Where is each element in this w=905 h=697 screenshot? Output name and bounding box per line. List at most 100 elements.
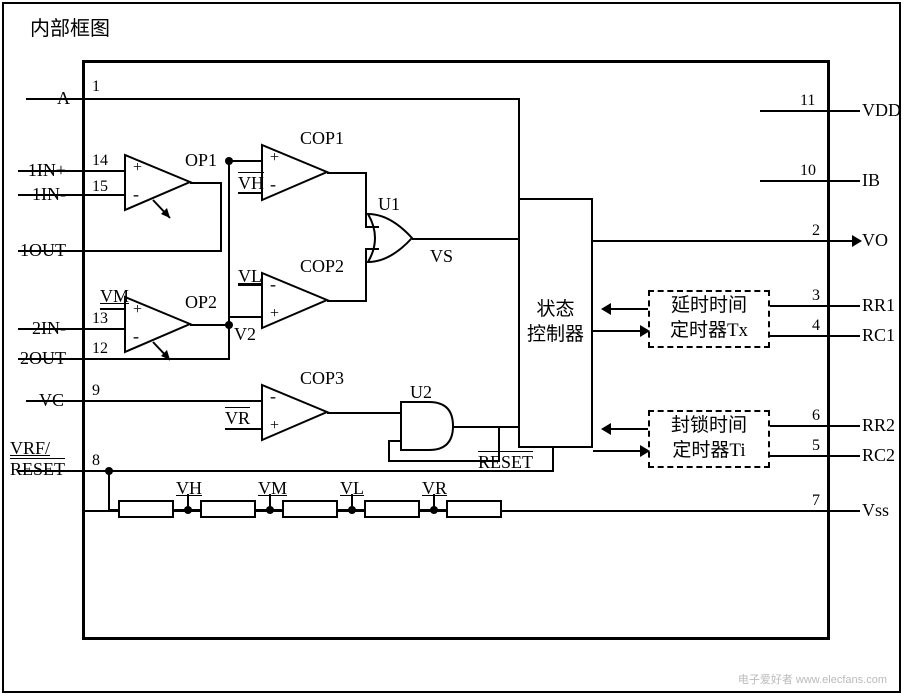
- w-2out-h: [82, 358, 230, 360]
- svg-text:+: +: [133, 159, 142, 176]
- w-div-in: [108, 470, 110, 510]
- label-COP3: COP3: [300, 368, 344, 389]
- node-div-top: [105, 467, 113, 475]
- label-VS: VS: [430, 246, 453, 267]
- w-cop3-vr: [225, 428, 262, 430]
- w-tx-1: [603, 308, 648, 310]
- w-cop1-down: [365, 172, 367, 226]
- sig-VM-in: VM: [100, 286, 129, 307]
- pin-num-5: 5: [812, 437, 820, 455]
- label-COP1: COP1: [300, 128, 344, 149]
- w-reset-h: [82, 470, 554, 472]
- w-cop2-in: [228, 316, 262, 318]
- pin-stub-VRF: [18, 470, 82, 472]
- svg-text:+: +: [133, 301, 142, 318]
- pin-num-9: 9: [92, 382, 100, 400]
- pin-stub-VDD: [760, 110, 860, 112]
- res-4: [364, 500, 420, 518]
- w-cop3-out: [327, 412, 401, 414]
- pin-label-RC2: RC2: [862, 445, 895, 466]
- svg-text:-: -: [270, 386, 276, 406]
- pin-label-RC1: RC1: [862, 325, 895, 346]
- w-v2-v: [228, 160, 230, 360]
- w-u1-out: [412, 238, 518, 240]
- w-cop2-out: [327, 300, 367, 302]
- label-COP2: COP2: [300, 256, 344, 277]
- pin-stub-1INm: [18, 194, 82, 196]
- pin-num-6: 6: [812, 407, 820, 425]
- pin-num-3: 3: [812, 287, 820, 305]
- svg-text:-: -: [133, 184, 139, 204]
- tap-label-VL: VL: [340, 478, 364, 499]
- diagram-canvas: 内部框图 A 1 1IN+ 14 1IN- 15 1OUT 2IN- 13 2O…: [0, 0, 905, 697]
- label-U2: U2: [410, 382, 432, 403]
- sig-VR-in: VR: [225, 408, 250, 429]
- wire-RR1: [770, 305, 860, 307]
- w-op2-vm: [100, 308, 125, 310]
- tap-label-VR: VR: [422, 478, 447, 499]
- w-ti-1: [603, 428, 648, 430]
- res-3: [282, 500, 338, 518]
- w-op2-out: [190, 324, 230, 326]
- svg-text:+: +: [270, 417, 279, 434]
- res-1: [118, 500, 174, 518]
- w-u1-in1: [365, 226, 379, 228]
- pin-label-IB: IB: [862, 170, 880, 191]
- pin-num-13: 13: [92, 310, 108, 328]
- amp-COP1: + -: [252, 140, 347, 210]
- amp-COP3: - +: [252, 380, 347, 450]
- block-Ti-text: 封锁时间 定时器Ti: [671, 414, 747, 463]
- pin-stub-2OUT: [18, 358, 82, 360]
- pin-label-VDD: VDD: [862, 100, 901, 121]
- w-cop2-up: [365, 248, 367, 302]
- w-u1-in2: [365, 248, 379, 250]
- wire-RC1: [770, 335, 860, 337]
- pin-label-RR1: RR1: [862, 295, 895, 316]
- pin-stub-2INm: [18, 328, 82, 330]
- pin-label-RR2: RR2: [862, 415, 895, 436]
- w-vc-h: [82, 400, 262, 402]
- wire-RR2: [770, 425, 860, 427]
- svg-text:-: -: [270, 274, 276, 294]
- res-5: [446, 500, 502, 518]
- node-V2: [225, 321, 233, 329]
- pin-num-14: 14: [92, 152, 108, 170]
- svg-text:+: +: [270, 149, 279, 166]
- svg-text:+: +: [270, 305, 279, 322]
- pin-num-2: 2: [812, 222, 820, 240]
- pin-num-4: 4: [812, 317, 820, 335]
- w-cop1-out: [327, 172, 367, 174]
- diagram-title: 内部框图: [30, 12, 110, 41]
- w-op1-inm: [82, 194, 125, 196]
- label-OP1: OP1: [185, 150, 217, 171]
- pin-stub-1INp: [18, 170, 82, 172]
- w-op1-inp: [82, 170, 125, 172]
- pin-num-8: 8: [92, 452, 100, 470]
- pin-stub-1OUT: [18, 250, 82, 252]
- tap-label-VH: VH: [176, 478, 202, 499]
- wire-VO: [593, 240, 860, 242]
- block-Ti: 封锁时间 定时器Ti: [648, 410, 770, 468]
- pin-num-1: 1: [92, 78, 100, 96]
- pin-num-11: 11: [800, 92, 815, 110]
- w-1out-v: [220, 182, 222, 252]
- w-1out-h: [82, 250, 222, 252]
- block-Tx: 延时时间 定时器Tx: [648, 290, 770, 348]
- pin-label-Vss: Vss: [862, 500, 889, 521]
- svg-text:-: -: [133, 326, 139, 346]
- sig-VH-in: VH: [238, 173, 264, 194]
- pin-label-VRF: VRF/RESET: [10, 438, 65, 480]
- block-state: 状态 控制器: [518, 198, 593, 448]
- amp-COP2: - +: [252, 268, 347, 338]
- pin-stub-VC: [26, 400, 82, 402]
- wire-RC2: [770, 455, 860, 457]
- pin-label-VO: VO: [862, 230, 888, 251]
- w-cop1-vh: [238, 192, 262, 194]
- w-tx-2: [593, 330, 648, 332]
- tap-label-VM: VM: [258, 478, 287, 499]
- pin-stub-A: [26, 98, 82, 100]
- block-state-text: 状态 控制器: [527, 298, 584, 347]
- w-ti-2: [593, 450, 648, 452]
- w-u2-loop-v: [388, 440, 390, 460]
- w-op2-inm: [82, 328, 125, 330]
